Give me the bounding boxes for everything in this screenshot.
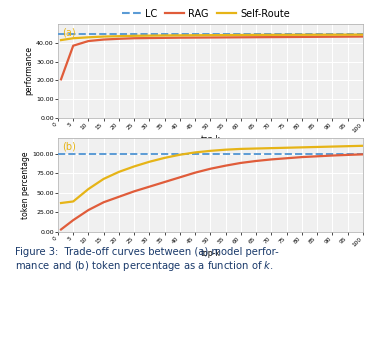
Y-axis label: token percentage: token percentage: [21, 151, 30, 219]
X-axis label: top-k: top-k: [200, 249, 220, 258]
Text: (b): (b): [62, 141, 76, 151]
Text: (a): (a): [62, 27, 76, 37]
X-axis label: top-k: top-k: [200, 135, 220, 144]
Legend: LC, RAG, Self-Route: LC, RAG, Self-Route: [118, 5, 294, 22]
Text: Figure 3:  Trade-off curves between (a) model perfor-
mance and (b) token percen: Figure 3: Trade-off curves between (a) m…: [15, 247, 279, 273]
Y-axis label: performance: performance: [24, 46, 33, 95]
